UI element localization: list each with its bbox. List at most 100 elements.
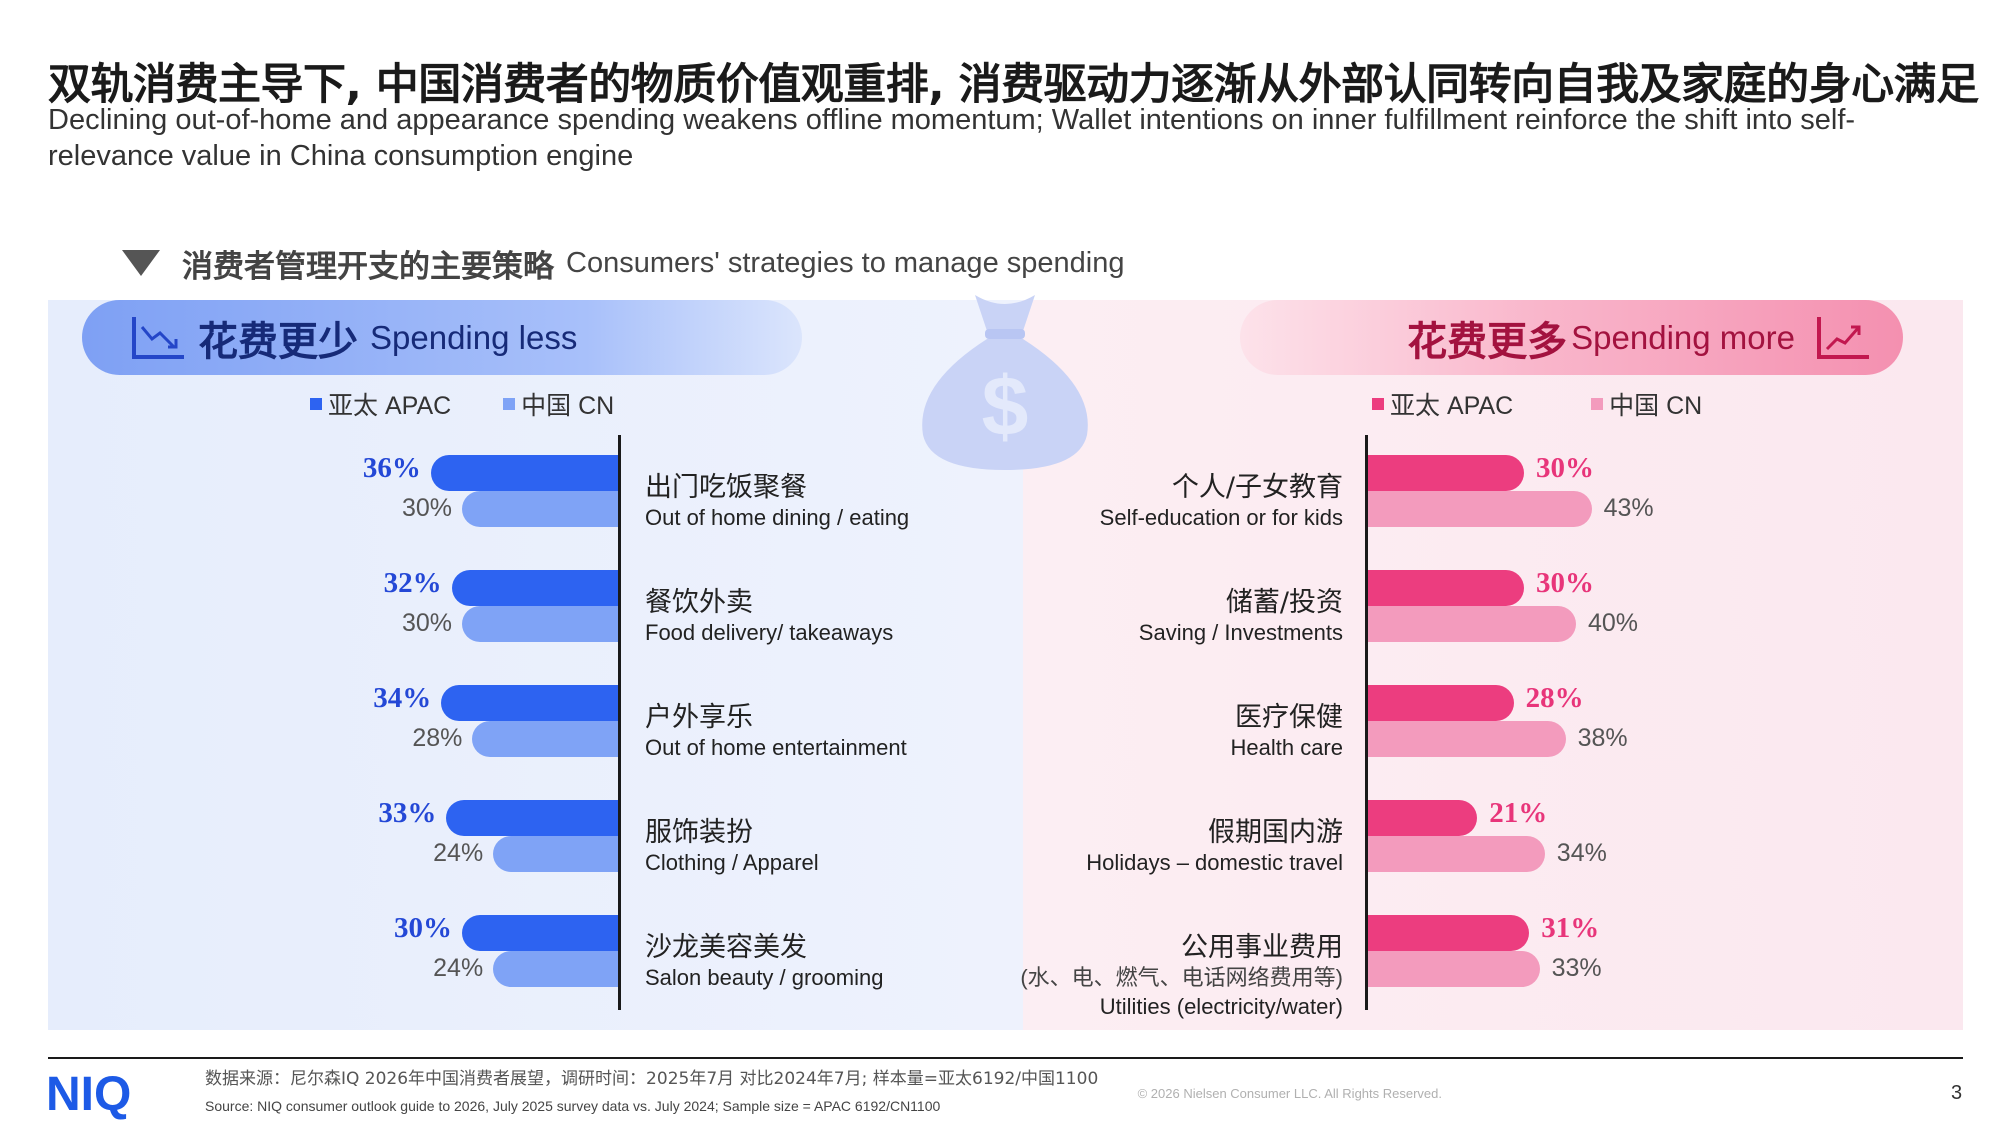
spending-more-title-zh: 花费更多 <box>1407 318 1568 365</box>
category-label-zh: 户外享乐 <box>645 702 753 733</box>
legend-label: 亚太 APAC <box>328 392 452 420</box>
legend-label: 中国 CN <box>521 392 615 420</box>
category-label-en: Clothing / Apparel <box>645 850 819 875</box>
legend-item-cn: 中国 CN <box>1591 386 1702 422</box>
legend-item-cn: 中国 CN <box>503 386 614 422</box>
data-label-apac: 30% <box>1536 452 1594 484</box>
bar-apac <box>1368 800 1478 836</box>
legend-swatch <box>310 398 322 410</box>
bar-cn <box>1368 491 1592 527</box>
category-label-en: Health care <box>1230 735 1343 760</box>
bar-cn <box>462 606 618 642</box>
category-label-en: Out of home entertainment <box>645 735 907 760</box>
spending-less-title-en: Spending less <box>370 318 578 356</box>
bar-cn <box>462 491 618 527</box>
spending-more-panel <box>1023 300 1963 1030</box>
category-label-zh: 假期国内游 <box>1208 817 1343 848</box>
page-number: 3 <box>1951 1082 1963 1104</box>
data-label-cn: 43% <box>1603 494 1654 522</box>
legend-item-apac: 亚太 APAC <box>310 386 451 422</box>
category-label: 服饰装扮 Clothing / Apparel <box>645 817 819 877</box>
source-note-zh: 数据来源：尼尔森IQ 2026年中国消费者展望，调研时间：2025年7月 对比2… <box>205 1069 1099 1089</box>
legend-swatch <box>503 398 516 410</box>
data-label-cn: 24% <box>433 839 484 867</box>
page-title: 双轨消费主导下, 中国消费者的物质价值观重排, 消费驱动力逐渐从外部认同转向自我… <box>48 60 1979 110</box>
bar-apac <box>462 915 618 951</box>
data-label-apac: 32% <box>383 567 442 599</box>
triangle-down-icon <box>122 250 160 276</box>
section-title-en: Consumers' strategies to manage spending <box>566 246 1125 279</box>
left-chart-axis <box>618 435 621 1010</box>
source-note-en: Source: NIQ consumer outlook guide to 20… <box>205 1098 941 1114</box>
data-label-apac: 33% <box>378 797 437 829</box>
trend-up-chart-icon <box>1817 316 1869 359</box>
legend-label: 亚太 APAC <box>1390 392 1514 420</box>
bar-cn <box>1368 721 1566 757</box>
bar-cn <box>493 836 618 872</box>
spending-less-panel <box>48 300 1023 1030</box>
data-label-cn: 30% <box>401 494 452 522</box>
category-label: 出门吃饭聚餐 Out of home dining / eating <box>645 472 909 532</box>
bar-apac <box>446 800 618 836</box>
legend-swatch <box>1591 398 1604 410</box>
data-label-cn: 33% <box>1551 954 1602 982</box>
logo-text: NIQ <box>46 1068 131 1120</box>
svg-text:$: $ <box>982 359 1029 453</box>
data-label-apac: 34% <box>373 682 432 714</box>
category-label: 公用事业费用 (水、电、燃气、电话网络费用等) Utilities (elect… <box>1020 932 1343 1021</box>
page-subtitle: Declining out-of-home and appearance spe… <box>48 104 1856 172</box>
category-label: 医疗保健 Health care <box>1230 702 1343 762</box>
spending-less-title-zh: 花费更少 <box>198 318 358 365</box>
category-label: 沙龙美容美发 Salon beauty / grooming <box>645 932 884 992</box>
bar-apac <box>1368 915 1530 951</box>
category-label-en: Saving / Investments <box>1138 620 1343 645</box>
legend-swatch <box>1372 398 1384 410</box>
category-label-zh: 出门吃饭聚餐 <box>645 472 807 503</box>
trend-down-chart-icon <box>132 316 184 359</box>
data-label-cn: 34% <box>1556 839 1607 867</box>
data-label-apac: 30% <box>394 912 452 944</box>
category-label: 户外享乐 Out of home entertainment <box>645 702 907 762</box>
footer-divider <box>48 1057 1963 1059</box>
category-label-zh: 沙龙美容美发 <box>645 932 807 963</box>
bar-apac <box>1368 685 1514 721</box>
legend-label: 中国 CN <box>1609 392 1703 420</box>
bar-cn <box>1368 836 1545 872</box>
spending-more-header: 花费更多 Spending more <box>1240 300 1903 375</box>
right-chart-axis <box>1365 435 1368 1010</box>
data-label-cn: 40% <box>1588 609 1639 637</box>
category-label-note: (水、电、燃气、电话网络费用等) <box>1020 965 1343 990</box>
section-title-zh: 消费者管理开支的主要策略 <box>182 248 554 285</box>
category-label-zh: 医疗保健 <box>1235 702 1343 733</box>
spending-less-header: 花费更少 Spending less <box>82 300 802 375</box>
data-label-cn: 30% <box>401 609 452 637</box>
money-bag-icon: $ <box>922 295 1088 470</box>
category-label-zh: 餐饮外卖 <box>645 587 753 618</box>
bar-cn <box>493 951 618 987</box>
category-label-zh: 服饰装扮 <box>645 817 753 848</box>
data-label-apac: 21% <box>1489 797 1548 829</box>
data-label-apac: 36% <box>362 452 421 484</box>
category-label-en: Food delivery/ takeaways <box>645 620 894 645</box>
bar-cn <box>472 721 618 757</box>
legend-right: 亚太 APAC 中国 CN <box>1372 386 1702 422</box>
legend-left: 亚太 APAC 中国 CN <box>310 386 614 422</box>
data-label-apac: 31% <box>1541 912 1600 944</box>
bar-apac <box>430 455 618 491</box>
niq-logo: NIQ <box>46 1068 131 1120</box>
data-label-cn: 38% <box>1577 724 1628 752</box>
category-label-zh: 个人/子女教育 <box>1171 472 1343 503</box>
data-label-cn: 24% <box>433 954 484 982</box>
bar-apac <box>451 570 618 606</box>
bar-apac <box>1368 570 1524 606</box>
category-label: 假期国内游 Holidays – domestic travel <box>1086 817 1343 877</box>
data-label-apac: 28% <box>1525 682 1584 714</box>
bar-cn <box>1368 951 1540 987</box>
category-label-en: Out of home dining / eating <box>645 505 910 530</box>
bar-apac <box>1368 455 1524 491</box>
category-label: 个人/子女教育 Self-education or for kids <box>1100 472 1343 532</box>
data-label-cn: 28% <box>412 724 463 752</box>
category-label-en: Salon beauty / grooming <box>645 965 884 990</box>
category-label-zh: 公用事业费用 <box>1181 932 1343 963</box>
category-label-en: Self-education or for kids <box>1099 505 1343 530</box>
